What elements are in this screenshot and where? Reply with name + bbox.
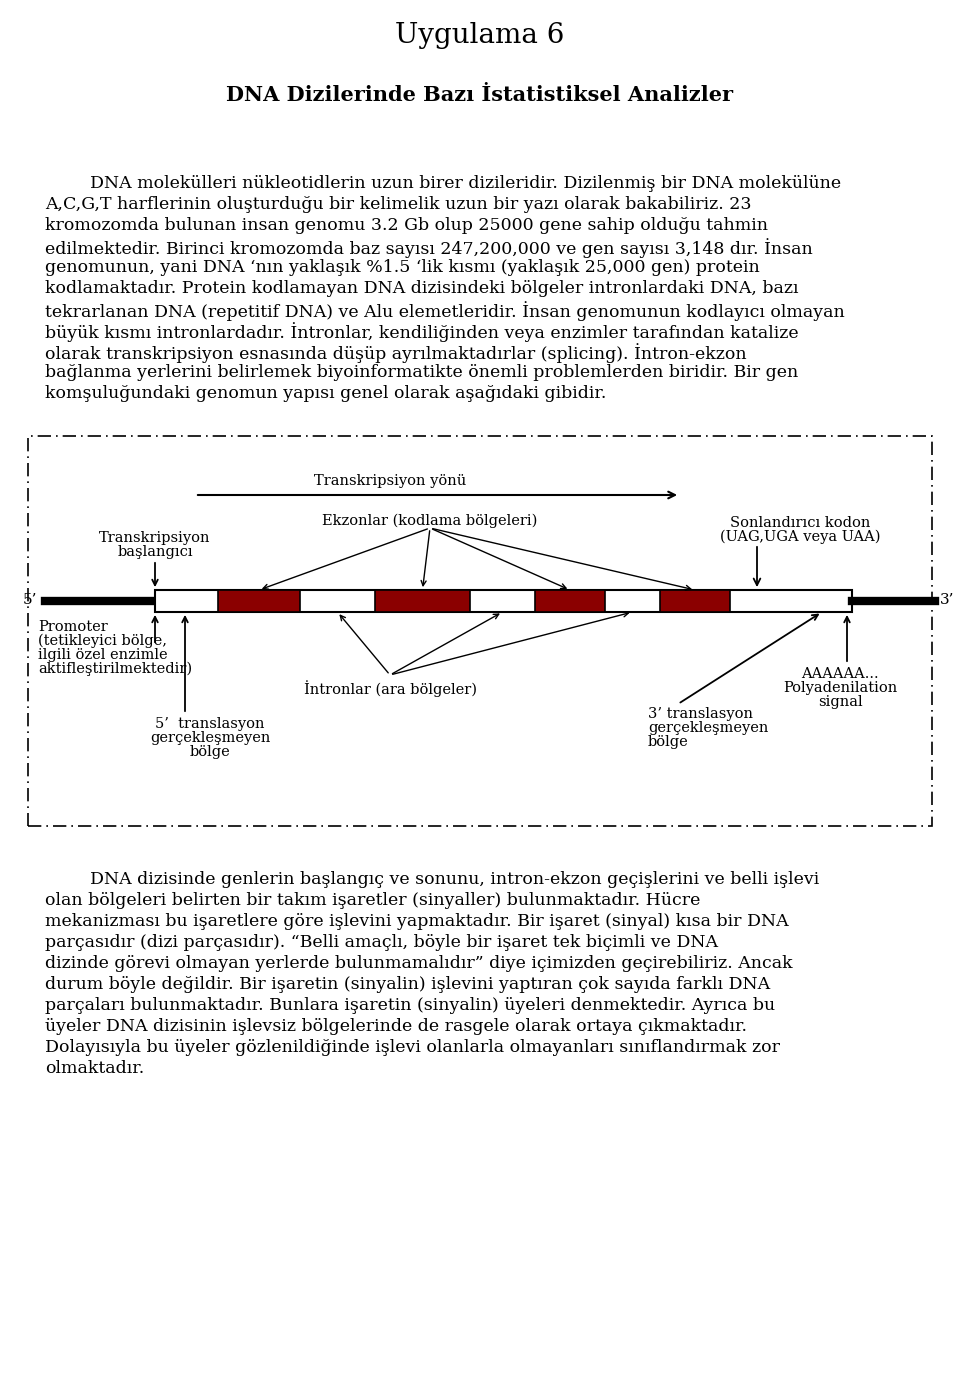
Text: Transkripsiyon yönü: Transkripsiyon yönü xyxy=(314,474,467,488)
Text: kodlamaktadır. Protein kodlamayan DNA dizisindeki bölgeler intronlardaki DNA, ba: kodlamaktadır. Protein kodlamayan DNA di… xyxy=(45,280,799,297)
Bar xyxy=(660,589,730,611)
Text: edilmektedir. Birinci kromozomda baz sayısı 247,200,000 ve gen sayısı 3,148 dır.: edilmektedir. Birinci kromozomda baz say… xyxy=(45,238,813,258)
Text: gerçekleşmeyen: gerçekleşmeyen xyxy=(150,731,270,745)
Text: tekrarlanan DNA (repetitif DNA) ve Alu elemetleridir. İnsan genomunun kodlayıcı : tekrarlanan DNA (repetitif DNA) ve Alu e… xyxy=(45,301,845,322)
Text: bölge: bölge xyxy=(648,735,688,749)
Text: Uygulama 6: Uygulama 6 xyxy=(396,22,564,49)
Text: ilgili özel enzimle: ilgili özel enzimle xyxy=(38,649,168,662)
Text: Ekzonlar (kodlama bölgeleri): Ekzonlar (kodlama bölgeleri) xyxy=(323,514,538,529)
Bar xyxy=(375,589,470,611)
Text: üyeler DNA dizisinin işlevsiz bölgelerinde de rasgele olarak ortaya çıkmaktadır.: üyeler DNA dizisinin işlevsiz bölgelerin… xyxy=(45,1018,747,1035)
Text: Dolayısıyla bu üyeler gözlenildiğinde işlevi olanlarla olmayanları sınıflandırma: Dolayısıyla bu üyeler gözlenildiğinde iş… xyxy=(45,1039,780,1057)
Text: 5’  translasyon: 5’ translasyon xyxy=(156,717,265,731)
Text: aktifleştirilmektedir): aktifleştirilmektedir) xyxy=(38,662,192,676)
Text: başlangıcı: başlangıcı xyxy=(117,545,193,559)
Text: DNA Dizilerinde Bazı İstatistiksel Analizler: DNA Dizilerinde Bazı İstatistiksel Anali… xyxy=(227,85,733,104)
Text: 5’: 5’ xyxy=(22,594,37,607)
Text: olan bölgeleri belirten bir takım işaretler (sinyaller) bulunmaktadır. Hücre: olan bölgeleri belirten bir takım işaret… xyxy=(45,892,701,910)
Text: DNA molekülleri nükleotidlerin uzun birer dizileridir. Dizilenmiş bir DNA molekü: DNA molekülleri nükleotidlerin uzun bire… xyxy=(90,174,841,192)
Text: kromozomda bulunan insan genomu 3.2 Gb olup 25000 gene sahip olduğu tahmin: kromozomda bulunan insan genomu 3.2 Gb o… xyxy=(45,217,768,234)
Text: genomunun, yani DNA ‘nın yaklaşık %1.5 ‘lik kısmı (yaklaşık 25,000 gen) protein: genomunun, yani DNA ‘nın yaklaşık %1.5 ‘… xyxy=(45,260,759,276)
Bar xyxy=(535,589,605,611)
Text: (UAG,UGA veya UAA): (UAG,UGA veya UAA) xyxy=(720,530,880,544)
Text: A,C,G,T harflerinin oluşturduğu bir kelimelik uzun bir yazı olarak bakabiliriz. : A,C,G,T harflerinin oluşturduğu bir keli… xyxy=(45,196,752,213)
Text: olmaktadır.: olmaktadır. xyxy=(45,1059,144,1077)
Text: 3’: 3’ xyxy=(940,594,954,607)
Text: komşuluğundaki genomun yapısı genel olarak aşağıdaki gibidir.: komşuluğundaki genomun yapısı genel olar… xyxy=(45,385,607,403)
Text: Transkripsiyon: Transkripsiyon xyxy=(99,530,211,545)
Bar xyxy=(218,589,300,611)
Text: bölge: bölge xyxy=(190,745,230,758)
Text: mekanizması bu işaretlere göre işlevini yapmaktadır. Bir işaret (sinyal) kısa bi: mekanizması bu işaretlere göre işlevini … xyxy=(45,912,788,930)
Text: büyük kısmı intronlardadır. İntronlar, kendiliğinden veya enzimler tarafından ka: büyük kısmı intronlardadır. İntronlar, k… xyxy=(45,322,799,342)
Text: dizinde görevi olmayan yerlerde bulunmamalıdır” diye içimizden geçirebiliriz. An: dizinde görevi olmayan yerlerde bulunmam… xyxy=(45,955,793,971)
Text: gerçekleşmeyen: gerçekleşmeyen xyxy=(648,721,768,735)
Text: İntronlar (ara bölgeler): İntronlar (ara bölgeler) xyxy=(303,680,476,697)
Bar xyxy=(28,436,932,826)
Text: bağlanma yerlerini belirlemek biyoinformatikte önemli problemlerden biridir. Bir: bağlanma yerlerini belirlemek biyoinform… xyxy=(45,364,799,381)
Text: Polyadenilation: Polyadenilation xyxy=(782,682,898,695)
Text: AAAAAA...: AAAAAA... xyxy=(802,666,878,682)
Bar xyxy=(155,589,852,611)
Text: olarak transkripsiyon esnasında düşüp ayrılmaktadırlar (splicing). İntron-ekzon: olarak transkripsiyon esnasında düşüp ay… xyxy=(45,344,747,363)
Text: 3’ translasyon: 3’ translasyon xyxy=(648,708,753,721)
Text: Sonlandırıcı kodon: Sonlandırıcı kodon xyxy=(730,517,870,530)
Text: durum böyle değildir. Bir işaretin (sinyalin) işlevini yaptıran çok sayıda farkl: durum böyle değildir. Bir işaretin (siny… xyxy=(45,976,770,993)
Text: Promoter: Promoter xyxy=(38,620,108,633)
Text: parçaları bulunmaktadır. Bunlara işaretin (sinyalin) üyeleri denmektedir. Ayrıca: parçaları bulunmaktadır. Bunlara işareti… xyxy=(45,998,775,1014)
Text: parçasıdır (dizi parçasıdır). “Belli amaçlı, böyle bir işaret tek biçimli ve DNA: parçasıdır (dizi parçasıdır). “Belli ama… xyxy=(45,934,718,951)
Text: (tetikleyici bölge,: (tetikleyici bölge, xyxy=(38,633,167,649)
Text: signal: signal xyxy=(818,695,862,709)
Text: DNA dizisinde genlerin başlangıç ve sonunu, intron-ekzon geçişlerini ve belli iş: DNA dizisinde genlerin başlangıç ve sonu… xyxy=(90,871,819,888)
